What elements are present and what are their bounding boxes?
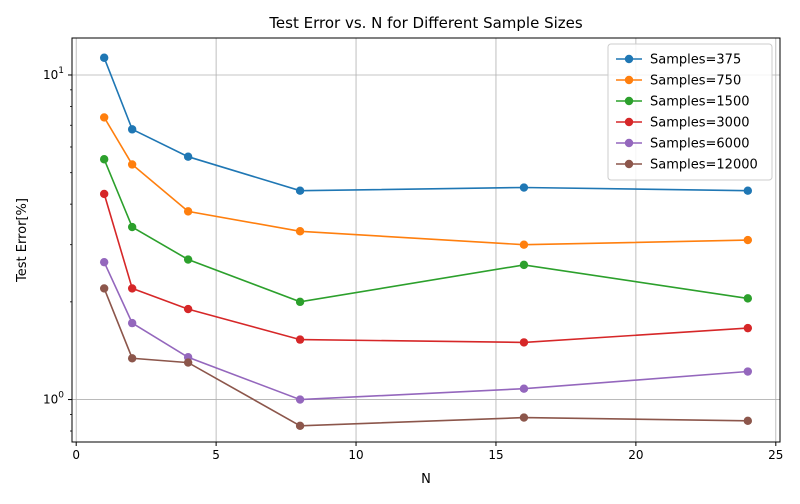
- legend-label: Samples=750: [650, 74, 741, 89]
- legend-label: Samples=6000: [650, 137, 750, 152]
- data-point: [743, 367, 753, 376]
- plot-frame: [71, 37, 781, 443]
- data-point: [743, 416, 753, 426]
- data-point: [519, 260, 529, 270]
- x-tick-label: 0: [72, 448, 80, 462]
- data-point: [295, 335, 305, 344]
- x-tick-label: 15: [488, 448, 503, 462]
- series-samples-1500: [99, 155, 753, 307]
- legend-label: Samples=375: [650, 53, 741, 68]
- data-point: [743, 294, 753, 303]
- data-point: [519, 240, 529, 249]
- series-line: [103, 57, 748, 192]
- data-point: [99, 189, 109, 199]
- x-tick-label: 25: [768, 448, 783, 462]
- data-point: [127, 125, 137, 134]
- y-tick-label: 100: [43, 391, 64, 407]
- data-point: [519, 338, 529, 347]
- series-samples-375: [99, 53, 753, 195]
- data-point: [295, 421, 305, 431]
- series-line: [103, 288, 748, 427]
- chart-title: Test Error vs. N for Different Sample Si…: [268, 14, 583, 32]
- data-point: [295, 227, 305, 236]
- data-point: [127, 318, 137, 328]
- x-tick-label: 5: [212, 448, 220, 462]
- series-line: [103, 261, 748, 401]
- series-samples-6000: [99, 257, 753, 404]
- data-point: [743, 235, 753, 245]
- series-line: [103, 116, 748, 246]
- series-samples-12000: [99, 284, 753, 431]
- series-group: [99, 53, 753, 431]
- data-point: [99, 53, 109, 62]
- data-point: [183, 255, 193, 264]
- legend-label: Samples=12000: [650, 158, 758, 173]
- legend-marker: [624, 96, 634, 106]
- data-point: [183, 207, 193, 216]
- legend-marker: [624, 117, 634, 127]
- y-axis-label: Test Error[%]: [15, 198, 30, 283]
- x-axis-label: N: [421, 472, 431, 487]
- data-point: [519, 183, 529, 192]
- data-point: [183, 358, 193, 367]
- x-tick-label: 10: [348, 448, 363, 462]
- legend-marker: [624, 159, 634, 169]
- data-point: [519, 413, 529, 422]
- series-samples-3000: [99, 189, 753, 347]
- series-line: [103, 158, 748, 303]
- legend-label: Samples=1500: [650, 95, 750, 110]
- y-tick-label: 101: [43, 66, 64, 82]
- data-point: [743, 323, 753, 333]
- data-point: [743, 186, 753, 195]
- legend-marker: [624, 75, 634, 85]
- data-point: [99, 113, 109, 122]
- legend-label: Samples=3000: [650, 116, 750, 131]
- data-point: [127, 160, 137, 169]
- data-point: [99, 257, 109, 267]
- data-point: [295, 297, 305, 307]
- data-point: [127, 284, 137, 293]
- legend: Samples=375 Samples=750 Samples=1500 Sample…: [607, 43, 773, 181]
- data-point: [295, 395, 305, 404]
- data-point: [183, 152, 193, 161]
- x-tick-label: 20: [628, 448, 643, 462]
- legend-box: [607, 43, 773, 181]
- data-point: [127, 354, 137, 363]
- data-point: [295, 186, 305, 195]
- data-point: [519, 384, 529, 393]
- legend-marker: [624, 54, 634, 64]
- data-point: [99, 284, 109, 293]
- data-point: [183, 304, 193, 314]
- series-samples-750: [99, 113, 753, 249]
- series-line: [103, 193, 748, 344]
- data-point: [99, 155, 109, 164]
- axes: 0 5 10 15 20 25 100 101: [43, 66, 783, 462]
- legend-marker: [624, 138, 634, 148]
- data-point: [127, 222, 137, 232]
